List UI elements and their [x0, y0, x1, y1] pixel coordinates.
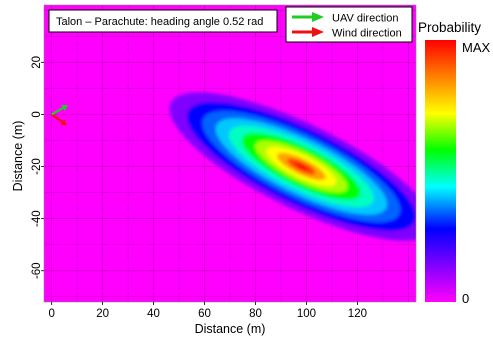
x-tick-label: 60 [198, 308, 211, 320]
y-tick-label: -40 [31, 210, 43, 227]
legend-uav-label: UAV direction [332, 13, 398, 25]
y-tick-label: 20 [31, 56, 43, 69]
legend-wind-arrow-icon [292, 27, 324, 37]
colorbar-max-label: MAX [462, 40, 491, 55]
colorbar-gradient [425, 40, 456, 302]
x-tick-label: 100 [297, 308, 316, 320]
x-tick-label: 40 [147, 308, 160, 320]
chart-title: Talon – Parachute: heading angle 0.52 ra… [56, 16, 263, 28]
x-axis-ticks: 0 20 40 60 80 100 120 [48, 302, 367, 320]
legend-wind-label: Wind direction [332, 28, 402, 40]
wind-direction-arrow-head [60, 119, 68, 126]
uav-direction-arrow-shaft [51, 106, 66, 116]
y-axis-ticks: 20 0 -20 -40 -60 [31, 56, 44, 279]
x-tick-label: 20 [96, 308, 109, 320]
x-tick-label: 0 [48, 308, 54, 320]
y-tick-label: 0 [31, 111, 43, 117]
colorbar-title: Probability [418, 20, 481, 35]
legend-uav-arrow-icon [292, 12, 324, 22]
x-axis-label: Distance (m) [195, 322, 266, 336]
colorbar-min-label: 0 [462, 291, 469, 306]
plot-frame [43, 4, 417, 303]
y-tick-label: -60 [31, 262, 43, 279]
y-axis-label: Distance (m) [11, 121, 25, 192]
colorbar: Probability MAX 0 [418, 20, 491, 306]
y-tick-label: -20 [31, 158, 43, 175]
legend: UAV direction Wind direction [285, 6, 413, 43]
wind-direction-arrow-shaft [51, 113, 65, 124]
probability-distribution [169, 92, 416, 241]
probability-contour [294, 162, 308, 171]
origin-arrows [51, 104, 69, 126]
title-box: Talon – Parachute: heading angle 0.52 ra… [48, 9, 278, 33]
x-tick-label: 120 [348, 308, 367, 320]
uav-direction-arrow-head [61, 104, 69, 111]
x-tick-label: 80 [249, 308, 262, 320]
